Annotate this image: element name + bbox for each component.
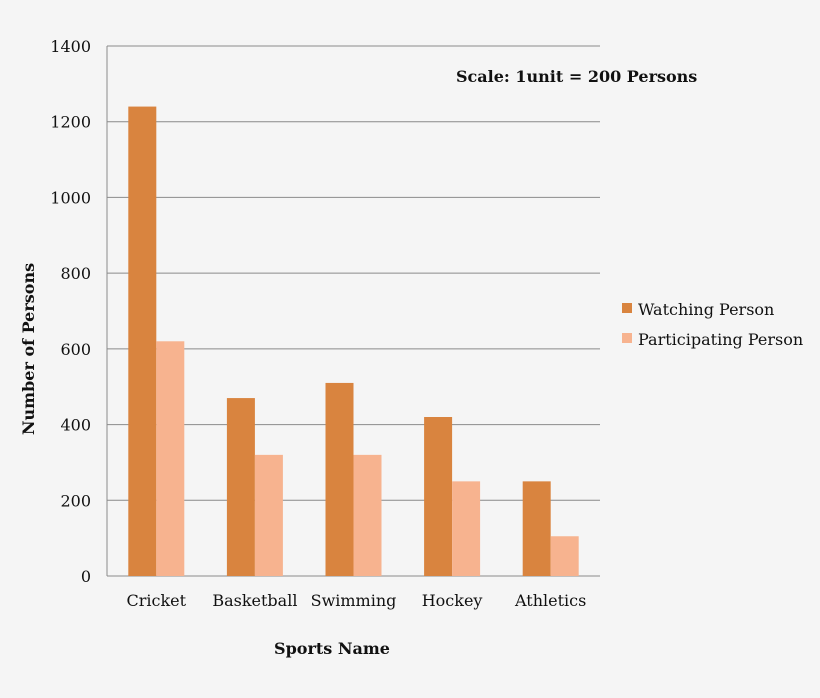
x-category-label: Basketball [212, 591, 297, 610]
bars [128, 106, 579, 577]
y-tick-label: 1200 [50, 113, 91, 132]
bar-hockey-participating [452, 481, 481, 576]
bar-athletics-watching [522, 481, 551, 576]
bar-basketball-watching [226, 398, 255, 576]
legend-swatch-participating [622, 333, 632, 343]
y-tick-labels: 0 200 400 600 800 1000 1200 1400 [50, 37, 91, 586]
y-tick-label: 600 [60, 340, 91, 359]
legend-label-watching: Watching Person [638, 300, 774, 319]
bar-swimming-participating [353, 454, 382, 576]
y-tick-label: 200 [60, 491, 91, 510]
legend-label-participating: Participating Person [638, 330, 803, 349]
x-category-label: Swimming [311, 591, 397, 610]
y-tick-label: 0 [81, 567, 91, 586]
x-category-label: Hockey [422, 591, 483, 610]
x-category-label: Cricket [127, 591, 187, 610]
legend-swatch-watching [622, 303, 632, 313]
bar-swimming-watching [325, 382, 354, 576]
y-tick-label: 800 [60, 264, 91, 283]
bar-cricket-participating [156, 341, 185, 576]
y-axis-title: Number of Persons [19, 263, 38, 435]
bar-hockey-watching [424, 417, 453, 576]
x-category-labels: Cricket Basketball Swimming Hockey Athletics [127, 591, 587, 610]
legend: Watching Person Participating Person [622, 300, 803, 349]
x-category-label: Athletics [514, 591, 586, 610]
scale-annotation: Scale: 1unit = 200 Persons [456, 67, 697, 86]
x-axis-title: Sports Name [274, 639, 390, 658]
bar-basketball-participating [254, 454, 283, 576]
y-tick-label: 1400 [50, 37, 91, 56]
bar-cricket-watching [128, 106, 157, 577]
bar-athletics-participating [550, 536, 579, 576]
y-tick-label: 400 [60, 416, 91, 435]
y-tick-label: 1000 [50, 188, 91, 207]
